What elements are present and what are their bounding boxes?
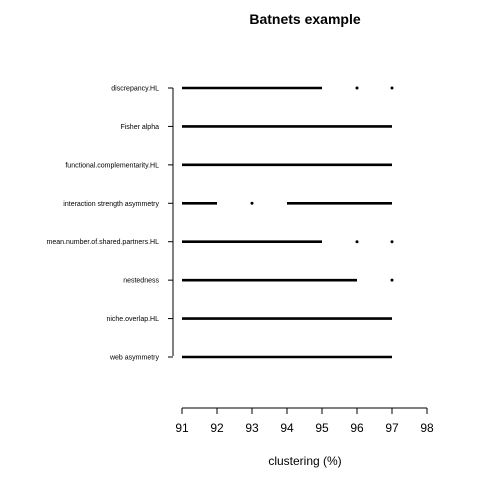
y-tick-label: Fisher alpha [120, 124, 159, 131]
x-tick-label: 97 [385, 421, 399, 435]
y-axis: discrepancy.HL Fisher alpha functional.com… [47, 86, 174, 362]
x-axis: 91 92 93 94 95 96 97 98 [175, 407, 434, 435]
x-tick-label: 92 [210, 421, 224, 435]
range-point [355, 86, 359, 90]
range-point [390, 86, 394, 90]
y-tick-label: nestedness [123, 278, 159, 285]
y-tick-label: niche.overlap.HL [106, 316, 159, 323]
range-point [250, 201, 254, 205]
plot-marks [182, 86, 394, 359]
y-tick-label: web asymmetry [109, 355, 160, 362]
x-tick-label: 91 [175, 421, 189, 435]
x-tick-label: 94 [280, 421, 294, 435]
chart-title: Batnets example [249, 11, 360, 27]
y-tick-label: mean.number.of.shared.partners.HL [47, 239, 160, 246]
x-axis-label: clustering (%) [268, 454, 341, 468]
y-tick-label: interaction strength asymmetry [63, 201, 159, 208]
y-tick-label: functional.complementarity.HL [65, 162, 159, 169]
x-tick-label: 95 [315, 421, 329, 435]
x-tick-label: 96 [350, 421, 364, 435]
range-point [355, 240, 359, 244]
x-tick-label: 98 [420, 421, 434, 435]
y-tick-label: discrepancy.HL [111, 86, 159, 93]
x-tick-label: 93 [245, 421, 259, 435]
range-point [390, 278, 394, 282]
range-point [390, 240, 394, 244]
